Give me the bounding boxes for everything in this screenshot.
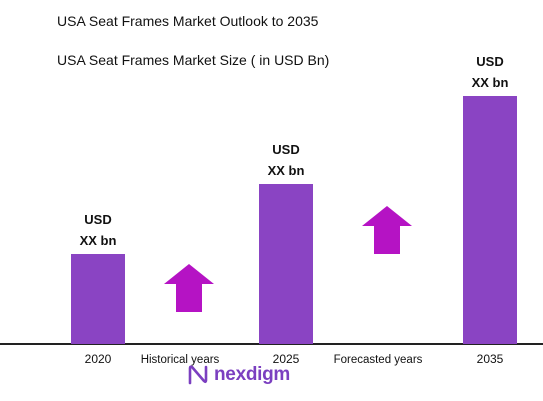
chart-title: USA Seat Frames Market Outlook to 2035 <box>57 13 319 29</box>
bar-2020 <box>71 254 125 344</box>
brand-logo: nexdigm <box>186 362 290 388</box>
period-label-historical: Historical years <box>141 354 220 366</box>
data-label-2020-value: XX bn <box>80 233 117 248</box>
data-label-2020-currency: USD <box>84 212 111 227</box>
brand-name: nexdigm <box>214 364 291 385</box>
data-label-2025-currency: USD <box>272 142 299 157</box>
x-tick-2025: 2025 <box>273 352 300 366</box>
bar-2025 <box>259 184 313 344</box>
x-tick-2020: 2020 <box>85 352 112 366</box>
x-tick-2035: 2035 <box>477 352 504 366</box>
growth-arrow-forecast-icon <box>362 206 412 254</box>
data-label-2035-value: XX bn <box>472 75 509 90</box>
bar-2035 <box>463 96 517 344</box>
period-label-forecasted: Forecasted years <box>334 354 423 366</box>
chart-subtitle: USA Seat Frames Market Size ( in USD Bn) <box>57 52 330 68</box>
data-label-2035-currency: USD <box>476 54 503 69</box>
data-label-2025-value: XX bn <box>268 163 305 178</box>
growth-arrow-historical-icon <box>164 264 214 312</box>
nexdigm-logo-icon <box>188 365 208 385</box>
